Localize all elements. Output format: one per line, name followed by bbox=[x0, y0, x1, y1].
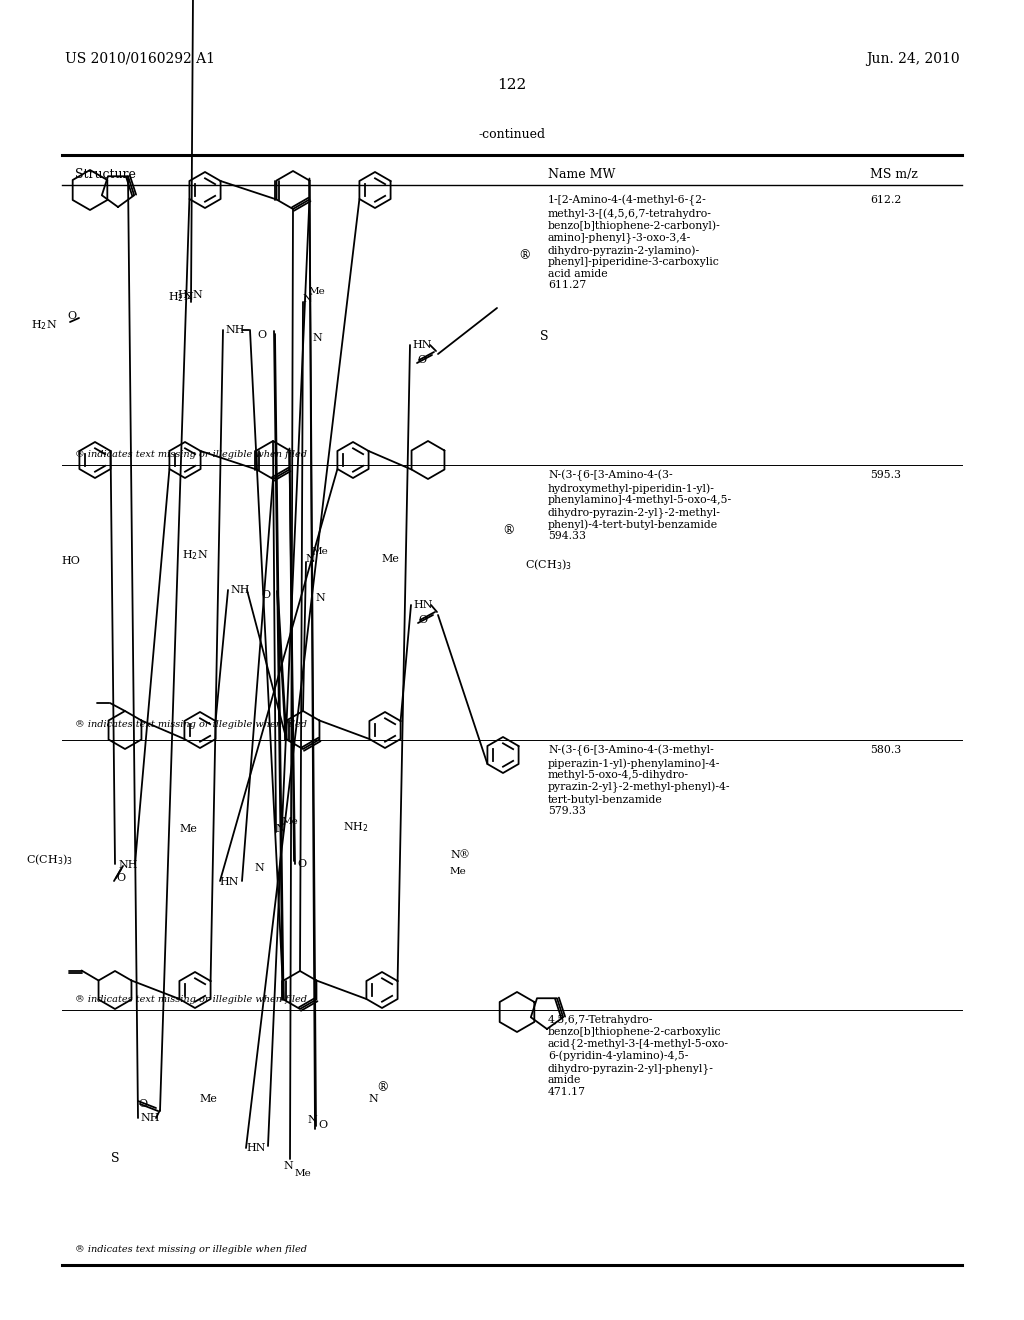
Text: 580.3: 580.3 bbox=[870, 744, 901, 755]
Text: Me: Me bbox=[450, 867, 467, 876]
Text: NH: NH bbox=[225, 325, 245, 335]
Text: Me: Me bbox=[381, 554, 399, 564]
Text: O: O bbox=[68, 312, 77, 321]
Text: O: O bbox=[258, 330, 267, 341]
Text: NH: NH bbox=[140, 1113, 160, 1123]
Text: O: O bbox=[116, 873, 125, 883]
Text: Me: Me bbox=[295, 1170, 311, 1177]
Text: NH$_2$: NH$_2$ bbox=[343, 820, 369, 834]
Text: H$_2$N: H$_2$N bbox=[168, 290, 195, 304]
Text: C(CH$_3$)$_3$: C(CH$_3$)$_3$ bbox=[525, 557, 572, 573]
Text: Me: Me bbox=[179, 824, 197, 834]
Text: N: N bbox=[315, 593, 325, 603]
Text: 1-[2-Amino-4-(4-methyl-6-{2-
methyl-3-[(4,5,6,7-tetrahydro-
benzo[b]thiophene-2-: 1-[2-Amino-4-(4-methyl-6-{2- methyl-3-[(… bbox=[548, 195, 721, 290]
Text: N: N bbox=[254, 863, 264, 873]
Text: S: S bbox=[111, 1152, 119, 1166]
Text: N: N bbox=[275, 824, 285, 834]
Text: H$_2$N: H$_2$N bbox=[31, 318, 57, 331]
Text: 612.2: 612.2 bbox=[870, 195, 901, 205]
Text: O: O bbox=[297, 859, 306, 869]
Text: N-(3-{6-[3-Amino-4-(3-methyl-
piperazin-1-yl)-phenylamino]-4-
methyl-5-oxo-4,5-d: N-(3-{6-[3-Amino-4-(3-methyl- piperazin-… bbox=[548, 744, 730, 817]
Text: 4,5,6,7-Tetrahydro-
benzo[b]thiophene-2-carboxylic
acid{2-methyl-3-[4-methyl-5-o: 4,5,6,7-Tetrahydro- benzo[b]thiophene-2-… bbox=[548, 1015, 729, 1097]
Text: O: O bbox=[318, 1119, 327, 1130]
Text: N: N bbox=[450, 850, 460, 861]
Text: Me: Me bbox=[312, 546, 329, 556]
Text: O: O bbox=[138, 1100, 147, 1109]
Text: N: N bbox=[283, 1162, 293, 1171]
Text: 122: 122 bbox=[498, 78, 526, 92]
Text: ® indicates text missing or illegible when filed: ® indicates text missing or illegible wh… bbox=[75, 450, 307, 459]
Text: NH: NH bbox=[118, 861, 137, 870]
Text: ®: ® bbox=[377, 1081, 389, 1094]
Text: NH: NH bbox=[230, 585, 250, 595]
Text: O: O bbox=[418, 615, 427, 624]
Text: N: N bbox=[307, 1115, 316, 1125]
Text: O: O bbox=[417, 355, 426, 366]
Text: ®: ® bbox=[459, 850, 470, 861]
Text: -continued: -continued bbox=[478, 128, 546, 141]
Text: ®: ® bbox=[502, 524, 514, 537]
Text: ®: ® bbox=[518, 249, 530, 261]
Text: N: N bbox=[312, 333, 322, 343]
Text: US 2010/0160292 A1: US 2010/0160292 A1 bbox=[65, 51, 215, 66]
Text: N: N bbox=[305, 554, 314, 564]
Text: HN: HN bbox=[412, 341, 431, 350]
Text: N: N bbox=[302, 294, 311, 304]
Text: C(CH$_3$)$_3$: C(CH$_3$)$_3$ bbox=[26, 853, 73, 867]
Text: H$_2$N: H$_2$N bbox=[182, 548, 208, 562]
Text: ® indicates text missing or illegible when filed: ® indicates text missing or illegible wh… bbox=[75, 1245, 307, 1254]
Text: HO: HO bbox=[61, 556, 80, 566]
Text: N-(3-{6-[3-Amino-4-(3-
hydroxymethyl-piperidin-1-yl)-
phenylamino]-4-methyl-5-ox: N-(3-{6-[3-Amino-4-(3- hydroxymethyl-pip… bbox=[548, 470, 732, 541]
Text: MS m/z: MS m/z bbox=[870, 168, 918, 181]
Text: Name MW: Name MW bbox=[548, 168, 615, 181]
Text: Jun. 24, 2010: Jun. 24, 2010 bbox=[866, 51, 961, 66]
Text: N: N bbox=[368, 1094, 378, 1104]
Text: ® indicates text missing or illegible when filed: ® indicates text missing or illegible wh… bbox=[75, 719, 307, 729]
Text: Me: Me bbox=[199, 1094, 217, 1104]
Text: HN: HN bbox=[247, 1143, 266, 1152]
Text: 595.3: 595.3 bbox=[870, 470, 901, 480]
Text: S: S bbox=[540, 330, 548, 343]
Text: H$_2$N: H$_2$N bbox=[177, 288, 203, 302]
Text: Me: Me bbox=[282, 817, 299, 825]
Text: Me: Me bbox=[309, 286, 326, 296]
Text: O: O bbox=[261, 590, 270, 601]
Text: HN: HN bbox=[413, 601, 432, 610]
Text: ® indicates text missing or illegible when filed: ® indicates text missing or illegible wh… bbox=[75, 995, 307, 1005]
Text: Structure: Structure bbox=[75, 168, 136, 181]
Text: HN: HN bbox=[219, 876, 239, 887]
